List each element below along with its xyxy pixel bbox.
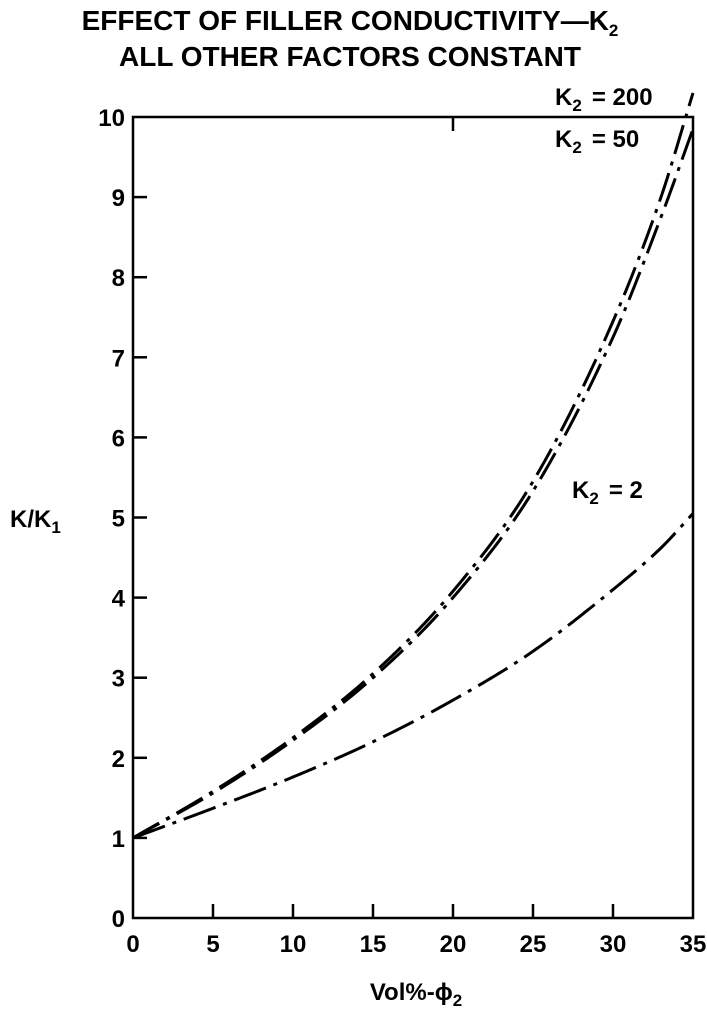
y-tick-label: 8	[112, 265, 125, 292]
x-axis-label-sub: 2	[453, 991, 462, 1010]
x-tick-label: 15	[360, 931, 387, 958]
y-axis-label-sub: 1	[51, 518, 60, 537]
series-label-main: K	[572, 477, 590, 504]
series-label-0: K2 = 200	[555, 84, 653, 115]
y-tick-label: 10	[98, 105, 125, 132]
series-line-2	[132, 512, 695, 840]
series-label-1: K2 = 50	[555, 126, 639, 157]
series-label-2: K2 = 2	[572, 477, 643, 508]
x-tick-label: 30	[600, 931, 627, 958]
y-tick-label: 7	[112, 345, 125, 372]
x-tick-label: 0	[126, 931, 139, 958]
y-tick-label: 0	[112, 906, 125, 933]
series-line-1	[132, 128, 695, 840]
x-tick-label: 35	[680, 931, 707, 958]
series-group	[132, 92, 695, 840]
x-axis-label-main: Vol%-ϕ	[370, 979, 453, 1006]
y-tick-label: 4	[112, 586, 126, 613]
series-label-value: = 2	[609, 477, 643, 504]
y-tick-label: 6	[112, 425, 125, 452]
y-tick-label: 5	[112, 506, 125, 533]
tick-group	[133, 117, 615, 918]
y-tick-label: 2	[112, 746, 125, 773]
series-line-0	[132, 92, 695, 840]
y-axis-label-main: K/K	[10, 506, 52, 533]
x-tick-label: 10	[280, 931, 307, 958]
title-line-1-sub: 2	[609, 21, 618, 40]
y-tick-label: 9	[112, 185, 125, 212]
title-line-1-main: EFFECT OF FILLER CONDUCTIVITY—K	[82, 5, 609, 36]
tick-label-group: 0 1 2 3 4 5 6 7 8 9 10 0 5 10 15 20 25 30 35	[98, 105, 706, 958]
x-tick-label: 5	[206, 931, 219, 958]
series-label-sub: 2	[589, 489, 598, 508]
series-label-sub: 2	[572, 138, 581, 157]
plot-area-frame	[131, 115, 695, 920]
x-axis-label: Vol%-ϕ2	[370, 979, 462, 1010]
y-tick-label: 1	[112, 826, 125, 853]
series-label-main: K	[555, 84, 573, 111]
y-axis-label: K/K1	[10, 506, 61, 537]
x-tick-label: 20	[440, 931, 467, 958]
chart-title-line-1: EFFECT OF FILLER CONDUCTIVITY—K2	[82, 5, 619, 40]
series-label-sub: 2	[572, 96, 581, 115]
series-label-main: K	[555, 126, 573, 153]
x-tick-label: 25	[520, 931, 547, 958]
chart-title-line-2: ALL OTHER FACTORS CONSTANT	[119, 41, 581, 72]
y-tick-label: 3	[112, 666, 125, 693]
series-label-value: = 200	[592, 84, 653, 111]
series-label-value: = 50	[592, 126, 639, 153]
